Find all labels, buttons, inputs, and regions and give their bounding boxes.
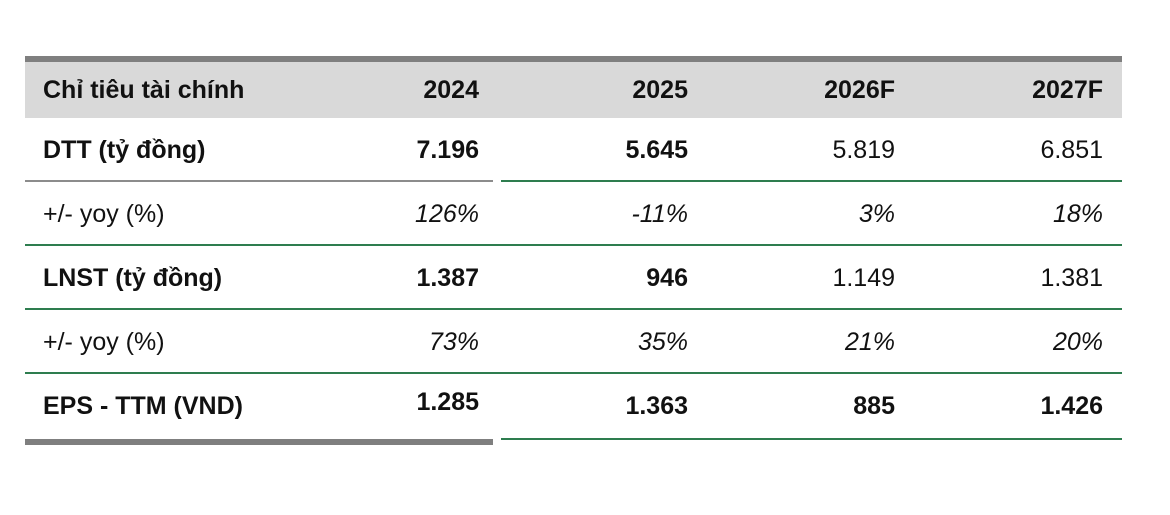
cell-2025: 946 bbox=[646, 263, 688, 292]
row-divider bbox=[25, 308, 1122, 310]
cell-2024: 1.387 bbox=[416, 263, 479, 292]
table-row-eps: EPS - TTM (VND) 1.285 1.363 885 1.426 bbox=[25, 374, 1122, 438]
row-label: DTT (tỷ đồng) bbox=[43, 135, 206, 164]
header-2026f: 2026F bbox=[824, 75, 895, 104]
cell-2026f: 885 bbox=[853, 391, 895, 420]
row-label: +/- yoy (%) bbox=[43, 327, 165, 356]
header-2024: 2024 bbox=[423, 75, 479, 104]
row-divider bbox=[25, 244, 1122, 246]
table-row-revenue-yoy: +/- yoy (%) 126% -11% 3% 18% bbox=[25, 182, 1122, 246]
header-indicator: Chỉ tiêu tài chính bbox=[43, 75, 245, 104]
cell-2026f: 1.149 bbox=[832, 263, 895, 292]
table-row-profit: LNST (tỷ đồng) 1.387 946 1.149 1.381 bbox=[25, 246, 1122, 310]
cell-2024: 73% bbox=[428, 327, 479, 356]
cell-2025: 35% bbox=[637, 327, 688, 356]
table-footer-rule bbox=[25, 438, 1122, 446]
cell-2026f: 5.819 bbox=[832, 135, 895, 164]
table-row-revenue: DTT (tỷ đồng) 7.196 5.645 5.819 6.851 bbox=[25, 118, 1122, 182]
cell-2024: 126% bbox=[415, 199, 479, 228]
financial-table: Chỉ tiêu tài chính 2024 2025 2026F 2027F… bbox=[25, 56, 1122, 446]
cell-2025: -11% bbox=[631, 199, 688, 228]
table-header-row: Chỉ tiêu tài chính 2024 2025 2026F 2027F bbox=[25, 56, 1122, 118]
cell-2024: 1.285 bbox=[416, 388, 479, 416]
header-2025: 2025 bbox=[632, 75, 688, 104]
cell-2027f: 1.426 bbox=[1040, 391, 1103, 420]
header-2027f: 2027F bbox=[1032, 75, 1103, 104]
row-divider bbox=[25, 180, 493, 182]
row-label: EPS - TTM (VND) bbox=[43, 391, 243, 420]
row-label: +/- yoy (%) bbox=[43, 199, 165, 228]
cell-2024: 7.196 bbox=[416, 135, 479, 164]
row-divider bbox=[501, 180, 1122, 182]
cell-2025: 1.363 bbox=[625, 391, 688, 420]
row-label: LNST (tỷ đồng) bbox=[43, 263, 223, 292]
cell-2027f: 18% bbox=[1052, 199, 1103, 228]
cell-2027f: 6.851 bbox=[1040, 135, 1103, 164]
cell-2026f: 3% bbox=[858, 199, 895, 228]
row-divider bbox=[25, 372, 1122, 374]
cell-2027f: 1.381 bbox=[1040, 263, 1103, 292]
footer-thick-rule bbox=[25, 439, 493, 445]
cell-2025: 5.645 bbox=[625, 135, 688, 164]
footer-green-rule bbox=[501, 438, 1122, 440]
cell-2027f: 20% bbox=[1052, 327, 1103, 356]
table-row-profit-yoy: +/- yoy (%) 73% 35% 21% 20% bbox=[25, 310, 1122, 374]
cell-2026f: 21% bbox=[844, 327, 895, 356]
